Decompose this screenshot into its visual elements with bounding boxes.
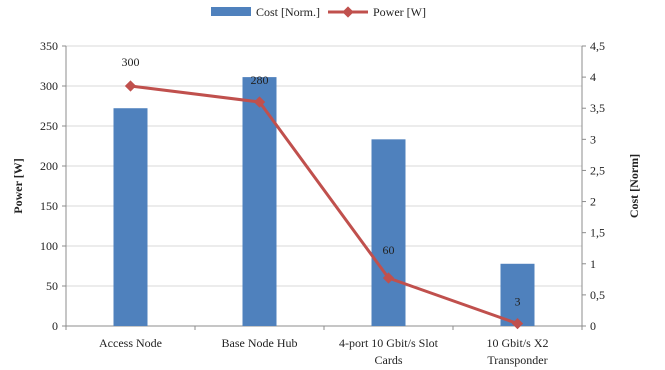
power-marker bbox=[124, 80, 137, 92]
right-tick-label: 4,5 bbox=[590, 39, 605, 53]
power-data-label: 280 bbox=[251, 73, 269, 87]
category-label: Transponder bbox=[487, 353, 547, 367]
right-axis-title: Cost [Norm] bbox=[627, 154, 641, 218]
left-tick-label: 250 bbox=[40, 119, 58, 133]
right-tick-label: 0 bbox=[590, 319, 596, 333]
right-tick-label: 2,5 bbox=[590, 163, 605, 177]
power-data-label: 3 bbox=[515, 295, 521, 309]
left-axis-title: Power [W] bbox=[11, 158, 25, 213]
right-tick-label: 0,5 bbox=[590, 288, 605, 302]
right-tick-label: 3,5 bbox=[590, 101, 605, 115]
power-data-label: 300 bbox=[122, 55, 140, 69]
left-tick-label: 350 bbox=[40, 39, 58, 53]
cost-bar bbox=[371, 139, 406, 326]
power-marker bbox=[511, 317, 524, 330]
left-tick-label: 300 bbox=[40, 79, 58, 93]
left-tick-label: 100 bbox=[40, 239, 58, 253]
right-tick-label: 4 bbox=[590, 70, 596, 84]
power-marker bbox=[382, 272, 395, 284]
left-tick-label: 50 bbox=[46, 279, 58, 293]
left-tick-label: 150 bbox=[40, 199, 58, 213]
category-label: Access Node bbox=[99, 336, 162, 350]
legend-cost-swatch bbox=[211, 7, 251, 16]
power-data-label: 60 bbox=[383, 243, 395, 257]
cost-bar bbox=[242, 77, 277, 326]
category-label: 10 Gbit/s X2 bbox=[486, 336, 548, 350]
cost-bar bbox=[113, 108, 148, 326]
right-tick-label: 1 bbox=[590, 257, 596, 271]
right-tick-label: 2 bbox=[590, 195, 596, 209]
category-label: Base Node Hub bbox=[222, 336, 298, 350]
right-tick-label: 1,5 bbox=[590, 226, 605, 240]
cost-bar bbox=[500, 263, 535, 326]
legend-power-marker bbox=[342, 6, 354, 18]
category-label: 4-port 10 Gbit/s Slot bbox=[339, 336, 439, 350]
category-label: Cards bbox=[375, 353, 403, 367]
legend-cost-label: Cost [Norm.] bbox=[256, 5, 320, 19]
power-line bbox=[130, 84, 518, 326]
legend-power-label: Power [W] bbox=[373, 5, 426, 19]
right-tick-label: 3 bbox=[590, 132, 596, 146]
left-tick-label: 200 bbox=[40, 159, 58, 173]
left-tick-label: 0 bbox=[52, 319, 58, 333]
